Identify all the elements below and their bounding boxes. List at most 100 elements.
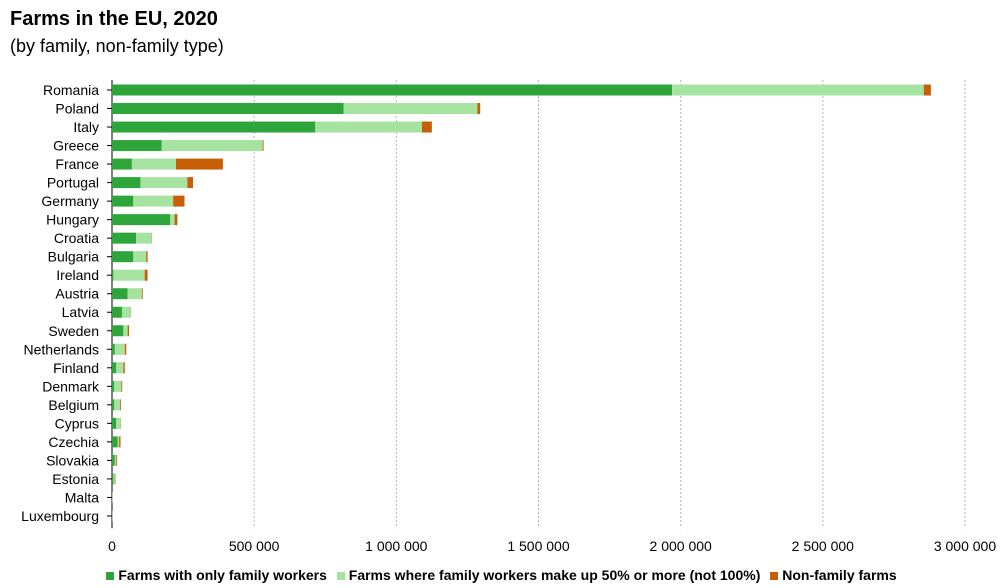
- bar-segment-series-3: [119, 399, 121, 411]
- category-label: Greece: [53, 138, 99, 154]
- bar-segment-series-2: [123, 325, 128, 337]
- bar-segment-series-2: [116, 362, 124, 374]
- bar-segment-series-1: [112, 454, 115, 466]
- bar-segment-series-1: [112, 121, 316, 133]
- bar-segment-series-1: [112, 232, 137, 244]
- legend-label-nonfamily: Non-family farms: [782, 567, 897, 583]
- legend-item-nonfamily: Non-family farms: [770, 567, 897, 583]
- legend-swatch-family: [106, 572, 115, 580]
- bar-segment-series-2: [161, 140, 263, 152]
- bar-segment-series-3: [124, 343, 127, 355]
- category-label: Cyprus: [55, 415, 99, 431]
- bar-segment-series-1: [112, 269, 114, 281]
- category-label: Croatia: [54, 230, 99, 246]
- bar-segment-series-2: [131, 158, 176, 170]
- legend-item-mixed: Farms where family workers make up 50% o…: [336, 567, 761, 583]
- category-label: Denmark: [42, 378, 100, 394]
- bar-segment-series-2: [133, 251, 147, 263]
- legend-label-family: Farms with only family workers: [118, 567, 327, 583]
- category-label: Luxembourg: [21, 508, 99, 524]
- category-label: Poland: [55, 101, 99, 117]
- bar-segment-series-3: [123, 362, 125, 374]
- bar-segment-series-3: [127, 325, 130, 337]
- category-label: Czechia: [48, 434, 99, 450]
- bar-segment-series-3: [173, 195, 185, 207]
- x-tick-label: 2 000 000: [650, 538, 712, 554]
- bar-segment-series-3: [114, 473, 116, 485]
- category-label: Ireland: [56, 267, 99, 283]
- x-tick-label: 0: [108, 538, 116, 554]
- category-label: Slovakia: [46, 452, 99, 468]
- category-label: Austria: [55, 286, 99, 302]
- bar-segment-series-3: [175, 158, 223, 170]
- category-label: Italy: [73, 119, 99, 135]
- bar-segment-series-3: [116, 454, 118, 466]
- x-tick-label: 3 000 000: [934, 538, 996, 554]
- category-label: Portugal: [47, 175, 99, 191]
- bar-segment-series-1: [112, 140, 162, 152]
- bar-segment-series-1: [112, 288, 128, 300]
- bar-segment-series-1: [112, 380, 115, 392]
- bar-segment-series-2: [136, 232, 152, 244]
- bar-segment-series-2: [672, 84, 924, 96]
- legend-label-mixed: Farms where family workers make up 50% o…: [348, 567, 761, 583]
- bar-segment-series-1: [112, 306, 122, 318]
- chart-title: Farms in the EU, 2020: [10, 8, 218, 30]
- category-label: Malta: [65, 489, 99, 505]
- bar-segment-series-2: [114, 343, 125, 355]
- bar-segment-series-1: [112, 103, 344, 115]
- bar-segment-series-1: [112, 473, 114, 485]
- category-label: Hungary: [46, 212, 99, 228]
- x-tick-label: 1 500 000: [507, 538, 569, 554]
- category-label: Romania: [43, 82, 99, 98]
- bar-segment-series-1: [112, 325, 124, 337]
- bar-segment-series-3: [477, 103, 481, 115]
- bar-segment-series-2: [170, 214, 175, 226]
- bar-segment-series-3: [174, 214, 178, 226]
- category-label: Netherlands: [24, 341, 100, 357]
- bar-segment-series-3: [121, 380, 123, 392]
- x-tick-label: 2 500 000: [792, 538, 854, 554]
- category-label: France: [55, 156, 99, 172]
- bar-segment-series-3: [119, 436, 121, 448]
- bar-segment-series-1: [112, 343, 115, 355]
- bar-segment-series-1: [112, 84, 673, 96]
- category-label: Estonia: [52, 471, 99, 487]
- bar-segment-series-2: [121, 306, 131, 318]
- bar-segment-series-2: [127, 288, 142, 300]
- bar-segment-series-2: [113, 269, 145, 281]
- category-label: Bulgaria: [48, 249, 100, 265]
- bar-segment-series-2: [315, 121, 422, 133]
- bar-segment-series-3: [187, 177, 194, 189]
- legend-swatch-mixed: [336, 572, 345, 580]
- bar-segment-series-2: [140, 177, 188, 189]
- category-label: Belgium: [48, 397, 99, 413]
- bar-segment-series-3: [923, 84, 931, 96]
- bar-segment-series-3: [262, 140, 264, 152]
- bar-segment-series-1: [112, 362, 117, 374]
- bar-segment-series-2: [113, 473, 115, 485]
- category-label: Finland: [53, 360, 99, 376]
- bar-segment-series-2: [114, 454, 117, 466]
- bar-segment-series-1: [112, 195, 134, 207]
- category-label: Germany: [41, 193, 99, 209]
- bar-segment-series-3: [141, 288, 143, 300]
- bar-segment-series-1: [112, 251, 134, 263]
- bar-segment-series-1: [112, 436, 118, 448]
- x-tick-label: 500 000: [229, 538, 280, 554]
- bar-segment-series-2: [343, 103, 478, 115]
- bar-segment-series-2: [116, 417, 121, 429]
- bar-segment-series-3: [146, 251, 148, 263]
- bar-segment-series-2: [114, 380, 122, 392]
- bar-segment-series-2: [114, 399, 120, 411]
- bar-segment-series-1: [112, 417, 117, 429]
- bar-segment-series-1: [112, 158, 132, 170]
- bar-segment-series-1: [112, 399, 115, 411]
- stacked-bar-chart: 0 500 000 1 000 000 1 500 000 2 000 000 2 500…: [21, 80, 996, 554]
- category-label: Latvia: [62, 304, 100, 320]
- bar-segment-series-3: [421, 121, 432, 133]
- legend: Farms with only family workers Farms whe…: [0, 567, 1003, 583]
- bar-segment-series-3: [144, 269, 148, 281]
- legend-swatch-nonfamily: [770, 572, 779, 580]
- chart-subtitle: (by family, non-family type): [10, 36, 224, 56]
